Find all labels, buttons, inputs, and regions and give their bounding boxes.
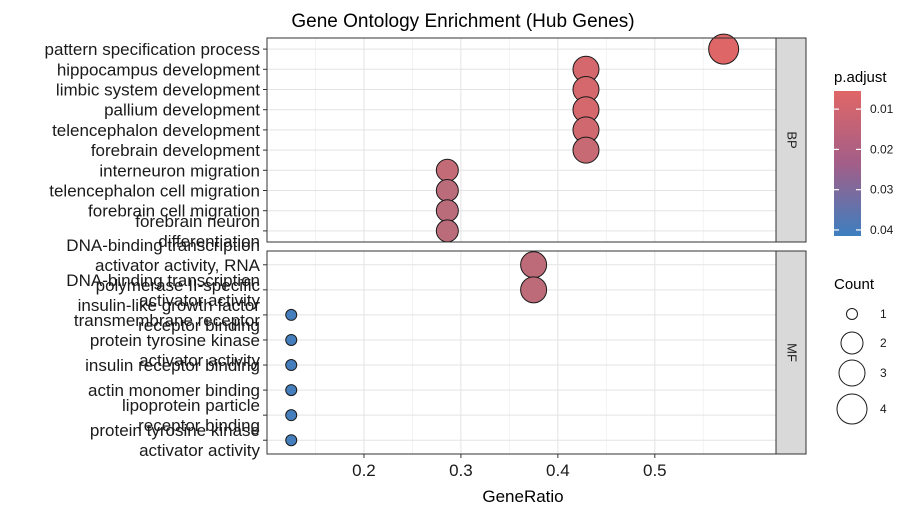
data-point <box>285 359 298 372</box>
colorbar-label: 0.02 <box>870 142 894 156</box>
y-tick-label: forebrain development <box>91 141 260 160</box>
padj-legend: p.adjust 0.01 0.02 0.03 0.04 <box>834 69 894 237</box>
y-tick-label: lipoprotein particle receptor binding <box>122 396 260 435</box>
x-tick-label: 0.4 <box>546 461 570 480</box>
y-tick-label: transmembrane receptor protein tyrosine k… <box>74 311 261 370</box>
y-tick-label: actin monomer binding <box>88 381 260 400</box>
colorbar-label: 0.04 <box>870 223 894 237</box>
y-tick-label: protein tyrosine kinase activator activit… <box>90 421 261 460</box>
panel-bp: BP pattern specification processhippocamp… <box>45 33 807 251</box>
data-point <box>285 308 298 321</box>
y-tick-label: insulin-like growth factor receptor bindi… <box>78 296 261 335</box>
y-tick-label: insulin receptor binding <box>85 356 260 375</box>
data-point <box>435 178 459 202</box>
data-point <box>435 219 459 243</box>
panel-background <box>267 38 776 242</box>
data-point <box>435 158 459 182</box>
count-key-circle <box>836 393 868 425</box>
facet-strip <box>775 250 807 455</box>
x-tick-label: 0.3 <box>449 461 473 480</box>
y-tick-label: telencephalon development <box>52 121 260 140</box>
data-point <box>285 409 298 422</box>
y-tick-label: forebrain neuron differentiation <box>135 212 260 251</box>
x-tick-label: 0.5 <box>643 461 667 480</box>
y-tick-label: pallium development <box>104 101 260 120</box>
colorbar-label: 0.01 <box>870 102 894 116</box>
facet-strip <box>775 37 807 243</box>
padj-colorbar <box>834 91 861 236</box>
x-axis-label: GeneRatio <box>482 487 563 506</box>
data-point <box>572 136 600 164</box>
data-point <box>520 276 548 304</box>
y-tick-label: hippocampus development <box>57 60 260 79</box>
count-key-label: 4 <box>880 402 887 416</box>
panel-background <box>267 251 776 454</box>
count-key-circle <box>840 331 864 355</box>
count-key-label: 3 <box>880 366 887 380</box>
data-point <box>285 333 298 346</box>
colorbar-label: 0.03 <box>870 183 894 197</box>
count-legend: Count 1 2 3 4 <box>834 276 887 425</box>
y-tick-label: DNA-binding transcription activator activ… <box>66 236 260 295</box>
y-tick-label: forebrain cell migration <box>88 202 260 221</box>
panel-mf: MF DNA-binding transcription activator act… <box>66 236 807 460</box>
count-key-circle <box>846 308 858 320</box>
y-tick-label: DNA-binding transcription activator activ… <box>66 271 260 310</box>
data-point <box>708 33 740 65</box>
y-tick-label: telencephalon cell migration <box>49 181 260 200</box>
facet-strip-label: MF <box>785 343 800 362</box>
facet-strip-label: BP <box>785 131 800 148</box>
count-key-label: 1 <box>880 307 887 321</box>
data-point <box>520 251 548 279</box>
count-legend-title: Count <box>834 276 875 293</box>
y-tick-label: pattern specification process <box>45 40 260 59</box>
y-tick-label: interneuron migration <box>99 161 260 180</box>
x-tick-label: 0.2 <box>352 461 376 480</box>
chart-title: Gene Ontology Enrichment (Hub Genes) <box>291 11 634 32</box>
padj-legend-title: p.adjust <box>834 69 887 86</box>
data-point <box>435 199 459 223</box>
data-point <box>285 384 298 397</box>
count-key-circle <box>838 359 866 387</box>
count-key-label: 2 <box>880 336 887 350</box>
data-point <box>285 434 298 447</box>
y-tick-label: limbic system development <box>56 81 260 100</box>
